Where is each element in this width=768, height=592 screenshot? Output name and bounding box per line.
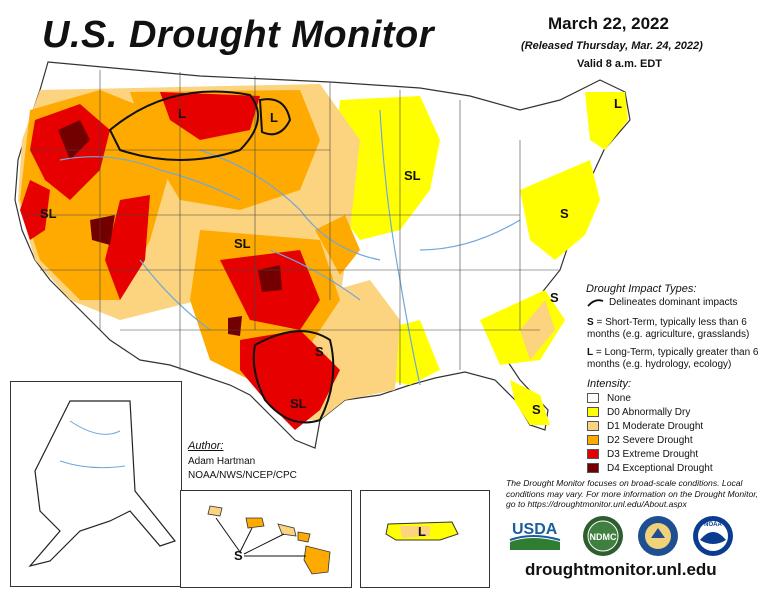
intensity-legend-title: Intensity:	[587, 378, 632, 390]
author-name: Adam Hartman	[188, 456, 256, 467]
legend-row-d3: D3 Extreme Drought	[587, 448, 698, 460]
legend-swatch	[587, 435, 599, 445]
noaa-logo: NOAA	[693, 516, 733, 556]
logos: USDA NDMC NOAA	[509, 516, 733, 556]
impact-delineates-text: Delineates dominant impacts	[609, 297, 738, 308]
legend-row-d1: D1 Moderate Drought	[587, 420, 703, 432]
label-l-puerto-rico: L	[418, 524, 426, 539]
state-borders	[22, 70, 560, 385]
legend-swatch	[587, 407, 599, 417]
label-l-montana: L	[270, 110, 278, 125]
legend-label: D2 Severe Drought	[607, 434, 693, 446]
label-s-hawaii: S	[234, 548, 243, 563]
d4-regions	[58, 120, 282, 336]
valid-time: Valid 8 a.m. EDT	[577, 58, 662, 70]
impact-legend-title: Drought Impact Types:	[586, 283, 697, 295]
puerto-rico-inset: L	[360, 490, 490, 588]
label-sl-california: SL	[40, 206, 57, 221]
label-l-maine: L	[614, 96, 622, 111]
legend-label: D1 Moderate Drought	[607, 420, 704, 432]
alaska-shape	[28, 400, 177, 568]
ndmc-logo-text: NDMC	[590, 532, 617, 542]
release-date: (Released Thursday, Mar. 24, 2022)	[521, 40, 703, 52]
legend-row-d0: D0 Abnormally Dry	[587, 406, 690, 418]
label-sl-colorado: SL	[234, 236, 251, 251]
label-s-texas: S	[315, 344, 324, 359]
label-sl-texas: SL	[290, 396, 307, 411]
hawaii-inset: S	[180, 490, 352, 588]
rivers	[59, 109, 521, 386]
short-term-text: = Short-Term, typically less than 6 mont…	[587, 317, 750, 340]
legend-swatch	[587, 393, 599, 403]
drought-monitor-note: The Drought Monitor focuses on broad-sca…	[506, 478, 759, 509]
legend-label: D0 Abnormally Dry	[607, 406, 691, 418]
legend-label: D4 Exceptional Drought	[607, 462, 713, 474]
usda-logo-text: USDA	[512, 521, 558, 538]
noaa-logo-text: NOAA	[704, 522, 722, 528]
short-letter: S	[587, 317, 594, 328]
impact-long-term: L = Long-Term, typically greater than 6 …	[587, 347, 763, 371]
legend-swatch	[587, 449, 599, 459]
impact-short-term: S = Short-Term, typically less than 6 mo…	[587, 317, 763, 341]
long-letter: L	[587, 347, 594, 358]
map-title: U.S. Drought Monitor	[42, 14, 435, 56]
alaska-inset	[10, 381, 182, 587]
impact-line-swatch	[587, 299, 604, 307]
impact-boundaries	[108, 90, 335, 424]
legend-row-d4: D4 Exceptional Drought	[587, 462, 713, 474]
map-date: March 22, 2022	[548, 14, 669, 33]
commerce-logo	[638, 516, 678, 556]
ndmc-logo: NDMC	[583, 516, 623, 556]
legend-swatch	[587, 421, 599, 431]
label-s-maryland: S	[560, 206, 569, 221]
usda-logo: USDA	[509, 521, 561, 550]
legend-swatch	[587, 463, 599, 473]
legend-label: None	[607, 392, 631, 404]
legend-row-none: None	[587, 392, 631, 404]
label-l-idaho: L	[178, 106, 186, 121]
author-org: NOAA/NWS/NCEP/CPC	[188, 470, 297, 481]
label-s-carolina: S	[550, 290, 559, 305]
label-sl-wisconsin: SL	[404, 168, 421, 183]
legend-row-d2: D2 Severe Drought	[587, 434, 693, 446]
author-heading: Author:	[188, 440, 224, 452]
legend-label: D3 Extreme Drought	[607, 448, 699, 460]
long-term-text: = Long-Term, typically greater than 6 mo…	[587, 347, 759, 370]
website-link[interactable]: droughtmonitor.unl.edu	[525, 560, 717, 579]
label-s-florida: S	[532, 402, 541, 417]
